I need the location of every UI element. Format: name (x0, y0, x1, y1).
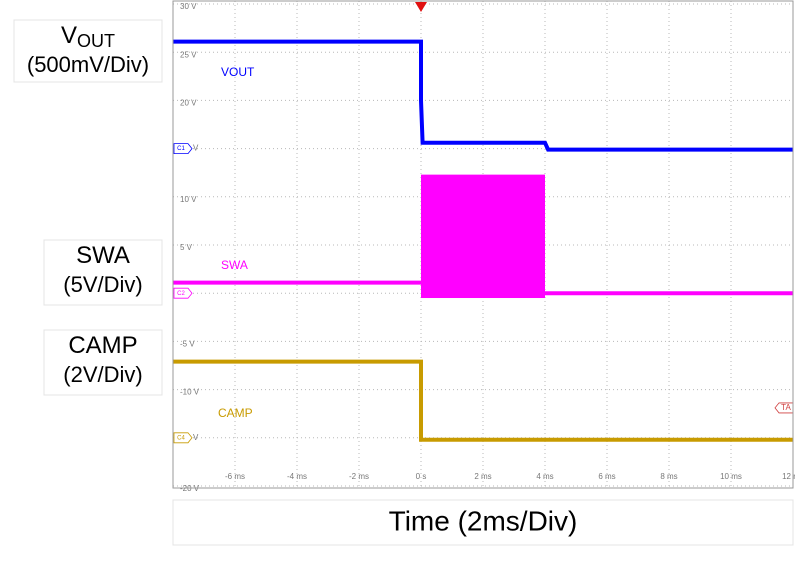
x-tick-label: 0 s (416, 472, 427, 481)
switching-band (421, 174, 545, 299)
trigger-marker (415, 2, 427, 12)
side-label-scale: (2V/Div) (63, 362, 142, 387)
side-label-title: VOUT (61, 22, 115, 50)
x-tick-label: 2 ms (474, 472, 491, 481)
y-tick-label: -5 V (180, 340, 195, 349)
y-tick-label: 5 V (180, 243, 193, 252)
x-tick-label: 12 ms (782, 472, 795, 481)
trace (173, 39, 793, 152)
trace (173, 359, 793, 442)
side-label-main: SWA (76, 242, 130, 269)
x-tick-label: 8 ms (660, 472, 677, 481)
channel-marker-unit: V (193, 144, 199, 153)
x-axis-label: Time (2ms/Div) (389, 505, 578, 536)
side-label-scale: (500mV/Div) (27, 52, 149, 77)
side-label-title: SWA (76, 242, 130, 269)
y-tick-label: -20 V (180, 484, 200, 493)
side-label-title: CAMP (68, 332, 137, 359)
channel-marker (173, 432, 193, 444)
side-label-box (13, 19, 163, 83)
channel-marker (173, 287, 193, 299)
trace-label: CAMP (218, 406, 253, 420)
side-label-main: V (61, 22, 77, 49)
channel-marker-label: C1 (177, 146, 185, 152)
trace-label: SWA (221, 258, 248, 272)
x-tick-label: 6 ms (598, 472, 615, 481)
side-label-main: CAMP (68, 332, 137, 359)
side-label-sub: OUT (77, 31, 115, 51)
channel-marker-unit: V (193, 433, 199, 442)
channel-marker (173, 143, 193, 154)
xlabel-box (172, 499, 794, 546)
plot-frame-top (172, 0, 794, 489)
x-tick-label: 4 ms (536, 472, 553, 481)
y-tick-label: 25 V (180, 50, 197, 59)
x-tick-label: -4 ms (287, 472, 307, 481)
side-label-scale: (5V/Div) (63, 272, 142, 297)
y-tick-label: -10 V (180, 388, 200, 397)
side-label-box (43, 329, 163, 396)
side-label-box (43, 239, 163, 306)
x-tick-label: -6 ms (225, 472, 245, 481)
trace (173, 280, 793, 296)
x-tick-label: 10 ms (720, 472, 742, 481)
y-tick-label: 30 V (180, 2, 197, 11)
y-tick-label: 10 V (180, 195, 197, 204)
y-tick-label: 20 V (180, 99, 197, 108)
trace-label: VOUT (221, 65, 255, 79)
trigger-level-label: TA (781, 403, 791, 412)
channel-marker-label: C4 (177, 435, 185, 441)
x-tick-label: -2 ms (349, 472, 369, 481)
channel-marker-label: C2 (177, 291, 185, 297)
